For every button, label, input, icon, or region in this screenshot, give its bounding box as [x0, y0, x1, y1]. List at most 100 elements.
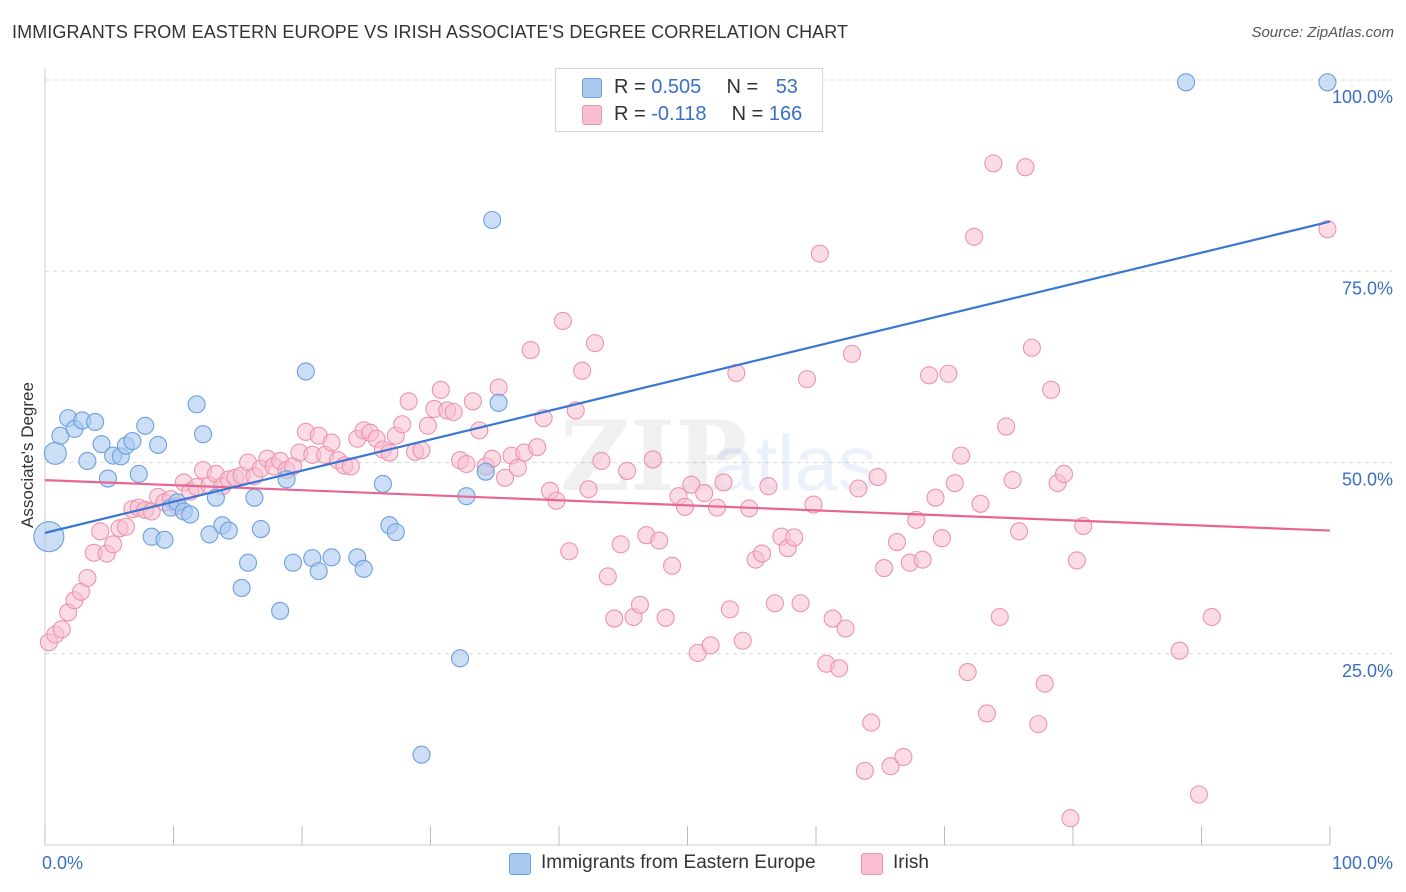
eastern-europe-point [386, 523, 405, 542]
eastern-europe-point [129, 464, 148, 484]
irish-point [322, 433, 341, 452]
chart-title: IMMIGRANTS FROM EASTERN EUROPE VS IRISH … [12, 22, 849, 42]
irish-point [573, 361, 592, 380]
irish-point [521, 340, 540, 360]
eastern-europe-point [194, 425, 213, 444]
irish-point [1022, 338, 1041, 357]
eastern-europe-point [451, 649, 470, 668]
eastern-europe-point [232, 578, 251, 598]
legend-r-value: 0.505 [651, 76, 702, 98]
irish-point [836, 619, 855, 638]
eastern-europe-point [155, 530, 174, 549]
irish-point [682, 475, 701, 494]
x-tick-label: 100.0% [1332, 853, 1393, 873]
regression-lines [44, 220, 1331, 534]
irish-point [823, 609, 842, 628]
irish-point [945, 474, 964, 493]
irish-point [431, 380, 450, 399]
irish-point [605, 609, 624, 628]
irish-point [887, 533, 907, 552]
irish-point [920, 366, 939, 385]
series-legend-eastern-europe: Immigrants from Eastern Europe [509, 852, 839, 876]
irish-point [399, 392, 418, 411]
series-label: Immigrants from Eastern Europe [541, 852, 816, 873]
legend-r-label: R = [614, 76, 652, 98]
irish-point [965, 227, 984, 246]
irish-point [1202, 607, 1221, 627]
eastern-europe-point [271, 601, 290, 620]
irish-point [714, 473, 733, 492]
series-legend-irish: Irish [861, 852, 961, 876]
legend-n-value: 166 [768, 103, 803, 125]
eastern-europe-point [123, 432, 142, 451]
legend-n-value: 53 [775, 76, 798, 98]
irish-point [830, 659, 849, 678]
eastern-europe-point [251, 520, 270, 539]
eastern-europe-point [92, 435, 111, 454]
irish-point [553, 311, 572, 331]
irish-point [971, 494, 990, 513]
irish-point [560, 542, 579, 561]
eastern-europe-point [283, 553, 303, 572]
irish-point [1170, 641, 1189, 660]
eastern-europe-point [483, 210, 502, 230]
irish-point [52, 620, 71, 639]
irish-point [997, 417, 1016, 436]
legend-swatch-pink [582, 105, 602, 125]
irish-trend-line [44, 478, 1331, 532]
irish-point [528, 438, 547, 457]
legend-n-label: N = [731, 103, 769, 125]
eastern-europe-point [149, 435, 168, 454]
irish-point [881, 757, 900, 776]
tick-labels: 100.0% 75.0% 50.0% 25.0% 0.0% 100.0% [42, 87, 1393, 873]
irish-point [990, 607, 1009, 627]
irish-point [791, 594, 810, 613]
chart-source: Source: ZipAtlas.com [1251, 24, 1394, 41]
irish-point [91, 522, 110, 541]
irish-point [926, 488, 945, 507]
eastern-europe-point [296, 362, 315, 381]
irish-point [675, 497, 694, 516]
irish-point [611, 535, 630, 554]
irish-point [656, 608, 675, 627]
irish-point [907, 510, 926, 529]
irish-point [643, 450, 662, 469]
irish-point [116, 517, 136, 536]
irish-point [759, 477, 778, 496]
eastern-europe-point [412, 745, 431, 764]
legend-swatch-blue [582, 78, 602, 98]
legend-row-eastern-europe: R = 0.505 N = 53 [556, 75, 822, 101]
legend-r-label: R = [614, 103, 652, 125]
eastern-europe-point [181, 505, 200, 524]
eastern-europe-point [354, 559, 373, 578]
irish-point [1009, 522, 1029, 541]
series-label: Irish [893, 852, 929, 873]
y-tick-label: 50.0% [1342, 470, 1393, 490]
eastern-europe-trend-line [44, 220, 1331, 534]
irish-point [78, 568, 97, 588]
eastern-europe-point [1177, 73, 1196, 92]
irish-point [470, 421, 489, 440]
legend-row-irish: R = -0.118 N = 166 [556, 102, 822, 128]
irish-point [418, 416, 437, 435]
eastern-europe-point [489, 393, 508, 412]
irish-point [894, 747, 913, 767]
y-tick-label: 25.0% [1342, 661, 1393, 681]
irish-point [765, 594, 784, 613]
irish-point [952, 446, 971, 465]
eastern-europe-point [1318, 73, 1337, 92]
irish-point [1061, 809, 1080, 828]
irish-point [663, 556, 682, 575]
eastern-europe-point [238, 553, 258, 572]
irish-point [1042, 380, 1061, 399]
series-swatch-blue [509, 853, 531, 875]
irish-point [695, 484, 714, 503]
irish-point [508, 458, 527, 477]
irish-point [1029, 715, 1048, 734]
eastern-europe-point [322, 548, 341, 567]
irish-point [598, 567, 617, 586]
x-tick-label: 0.0% [42, 853, 83, 873]
eastern-europe-point [33, 521, 65, 553]
irish-point [1035, 674, 1054, 693]
